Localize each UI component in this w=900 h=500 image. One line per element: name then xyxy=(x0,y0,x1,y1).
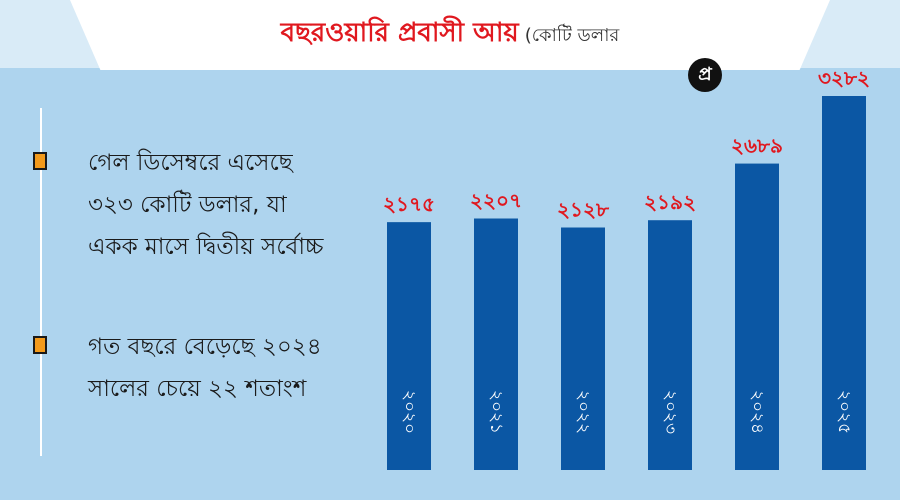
year-label: ২০২৩ xyxy=(660,390,680,434)
value-label: ২১৯২ xyxy=(644,190,696,214)
chart-title: বছরওয়ারি প্রবাসী আয় (কোটি ডলার xyxy=(0,12,900,56)
logo: প্র xyxy=(688,58,722,92)
logo-icon: প্র xyxy=(698,63,712,85)
year-label: ২০২৫ xyxy=(834,390,854,434)
bar-২০২৩ xyxy=(648,220,692,470)
bar-২০২৫ xyxy=(822,96,866,470)
year-label: ২০২০ xyxy=(399,390,419,434)
bar-২০২০ xyxy=(387,222,431,470)
bar-২০২১ xyxy=(474,218,518,470)
bar-২০২২ xyxy=(561,227,605,470)
unit-label: (কোটি ডলার xyxy=(524,25,620,46)
bar-২০২৪ xyxy=(735,163,779,470)
value-label: ২১২৮ xyxy=(557,198,610,222)
title-text: বছরওয়ারি প্রবাসী আয় xyxy=(280,18,519,48)
year-label: ২০২১ xyxy=(486,390,506,434)
year-label: ২০২২ xyxy=(573,390,593,434)
bullet-icon xyxy=(33,152,47,170)
note-december: গেল ডিসেম্বরে এসেছে ৩২৩ কোটি ডলার, যা এক… xyxy=(88,150,324,260)
bullet-icon xyxy=(33,336,47,354)
value-label: ৩২৮২ xyxy=(818,66,870,90)
value-label: ২১৭৫ xyxy=(383,192,435,216)
value-label: ২৬৮৯ xyxy=(731,134,783,158)
year-label: ২০২৪ xyxy=(747,390,767,434)
value-label: ২২০৭ xyxy=(470,189,522,213)
note-growth: গত বছরে বেড়েছে ২০২৪ সালের চেয়ে ২২ শতাং… xyxy=(88,334,322,402)
note-divider-line xyxy=(40,108,42,456)
